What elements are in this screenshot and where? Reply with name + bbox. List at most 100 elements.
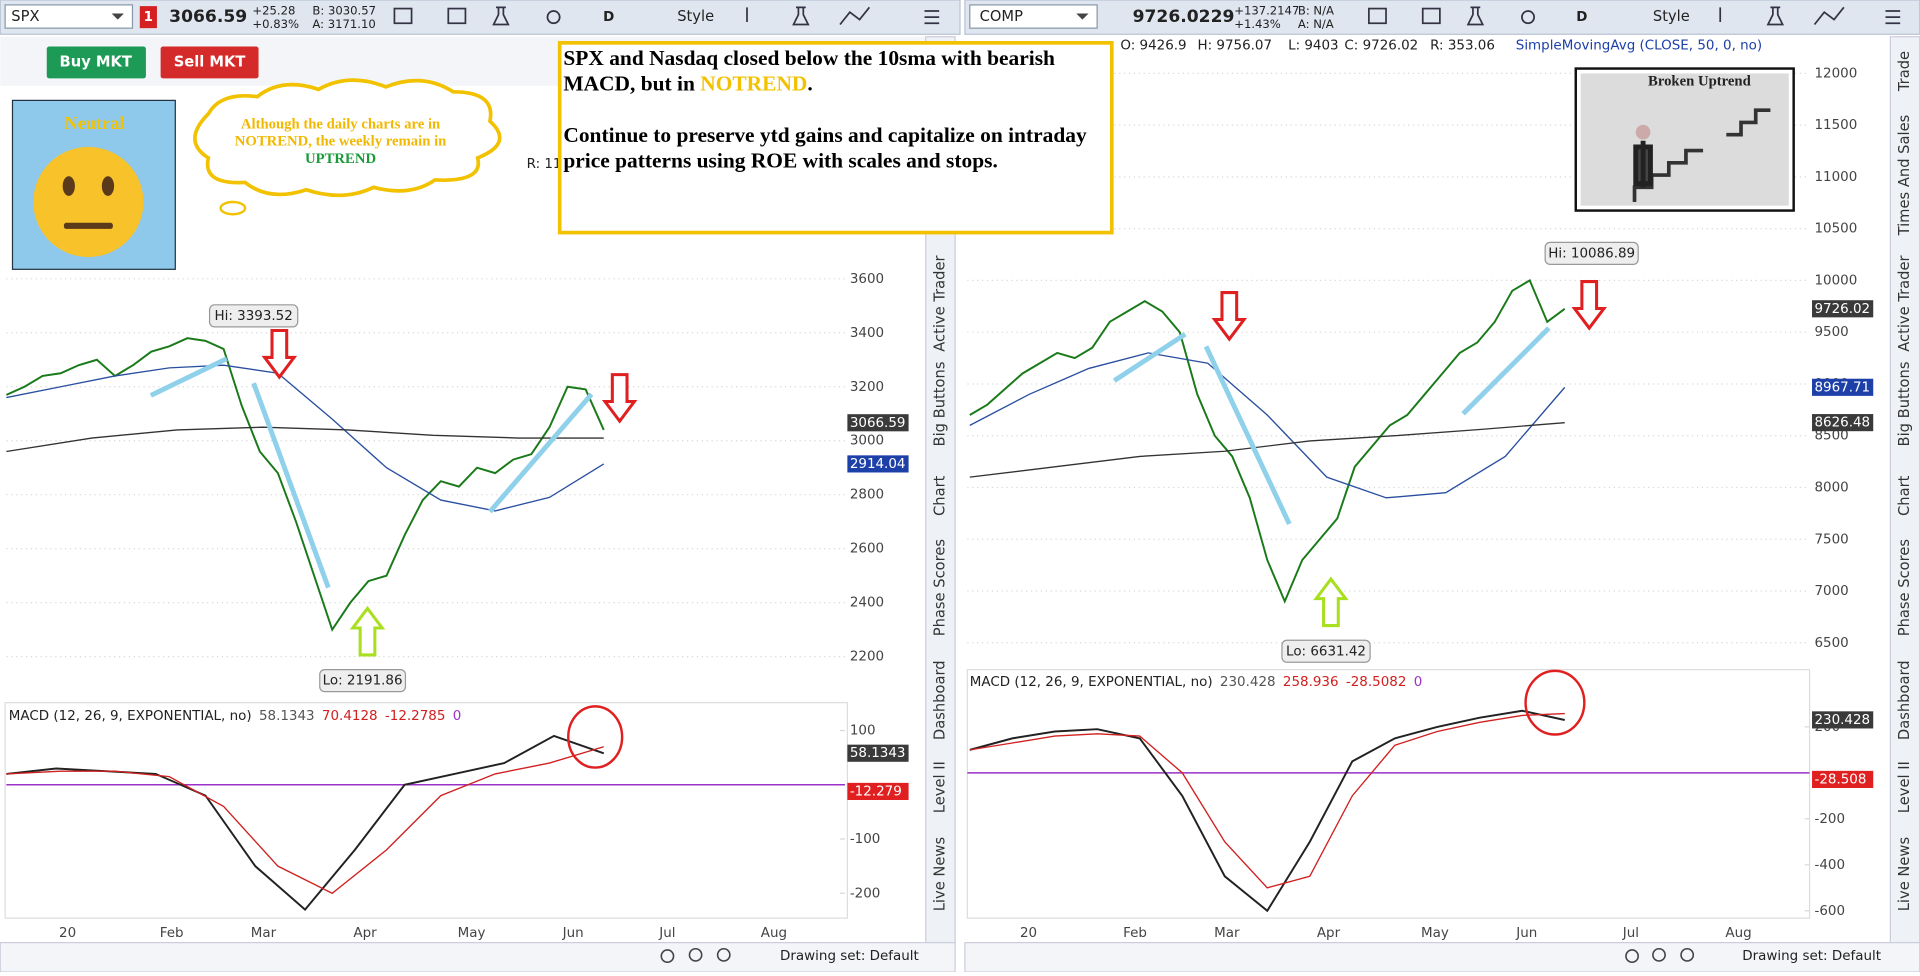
price-label-box: [847, 414, 909, 432]
high: H: 9756.07: [1197, 38, 1272, 53]
y-tick-label: 6500: [1814, 636, 1848, 651]
y-tick-label: 3600: [850, 272, 884, 287]
series-line: [969, 352, 1566, 499]
symbol-box[interactable]: [969, 4, 1098, 29]
x-tick-label: Jun: [562, 926, 584, 941]
bottom-bar: [0, 942, 956, 973]
price-label-box: [1812, 711, 1874, 729]
y-tick-label: 2800: [850, 488, 884, 503]
price-label: 230.428: [1814, 713, 1870, 728]
price-label: 8967.71: [1814, 380, 1870, 395]
symbol-box[interactable]: [4, 4, 134, 29]
y-tick-label: 100: [850, 724, 876, 739]
y-tick-label: 11000: [1814, 170, 1857, 185]
low-label: Lo: 6631.42: [1286, 644, 1366, 659]
cloud: [193, 78, 502, 198]
price-label: 3066.59: [850, 416, 906, 431]
open: O: 9426.9: [1120, 38, 1186, 53]
side-tab[interactable]: Chart: [1896, 475, 1913, 516]
y-tick-label: -200: [850, 886, 881, 901]
buy-label[interactable]: Buy MKT: [60, 53, 132, 70]
style-menu[interactable]: Style: [677, 8, 714, 25]
image-caption: Broken Uptrend: [1648, 73, 1751, 89]
zoom-icons[interactable]: [660, 947, 1695, 964]
badge: [139, 6, 157, 29]
side-tab[interactable]: Live News: [1896, 837, 1913, 911]
y-tick-label: -400: [1814, 858, 1845, 873]
note-text: SPX and Nasdaq closed below the 10sma wi…: [563, 45, 1055, 96]
price-label-box: [1812, 300, 1874, 318]
percent-change: +1.43%: [1234, 17, 1281, 31]
note-highlight: NOTREND: [700, 71, 808, 96]
side-tab[interactable]: Chart: [931, 475, 948, 516]
x-tick-label: Apr: [1317, 926, 1341, 941]
image-stairs: [1632, 108, 1771, 202]
highlight-circles: [567, 669, 1586, 769]
series-line: [6, 364, 605, 512]
x-tick-label: Apr: [353, 926, 377, 941]
percent-change: +0.83%: [252, 17, 299, 31]
side-tab[interactable]: Live News: [931, 837, 948, 911]
x-tick-label: Aug: [1725, 926, 1751, 941]
study-header: 58.1343: [259, 709, 315, 724]
toolbar: [964, 0, 1920, 35]
y-tick-label: 3400: [850, 326, 884, 341]
y-tick-label: -100: [850, 832, 881, 847]
x-tick-label: May: [1421, 926, 1449, 941]
y-tick-label: 2400: [850, 596, 884, 611]
side-tab[interactable]: Active Trader: [1896, 254, 1913, 351]
cloud-highlight: UPTREND: [305, 149, 377, 167]
image-figure: [1633, 140, 1653, 188]
side-tab[interactable]: Phase Scores: [931, 539, 948, 636]
y-tick-label: 12000: [1814, 66, 1857, 81]
sell-button[interactable]: [160, 46, 259, 79]
side-tab[interactable]: Times And Sales: [1896, 115, 1913, 237]
drawing-set[interactable]: Drawing set: Default: [1742, 949, 1881, 964]
last-price: 3066.59: [169, 7, 247, 27]
cloud-bubble: [219, 200, 247, 216]
side-tabs: [1889, 36, 1920, 944]
y-tick-label: 3200: [850, 380, 884, 395]
sell-label[interactable]: Sell MKT: [174, 53, 246, 70]
side-tab[interactable]: Active Trader: [931, 254, 948, 351]
price-label-box: [1812, 378, 1874, 396]
side-tab[interactable]: Big Buttons: [931, 361, 948, 446]
side-tab[interactable]: Dashboard: [931, 660, 948, 740]
side-tab[interactable]: Dashboard: [1896, 660, 1913, 740]
series-line: [969, 712, 1565, 889]
side-tab[interactable]: Trade: [1896, 51, 1913, 92]
study-header: MACD (12, 26, 9, EXPONENTIAL, no): [970, 675, 1213, 690]
y-tick-label: 2600: [850, 542, 884, 557]
study-header: 258.936: [1283, 675, 1339, 690]
buy-button[interactable]: [46, 46, 146, 79]
style-menu[interactable]: Style: [1653, 8, 1690, 25]
x-tick-label: Jul: [658, 926, 675, 941]
last-price: 9726.0229: [1133, 7, 1235, 27]
drawing-set[interactable]: Drawing set: Default: [780, 949, 919, 964]
cloud-text: Although the daily charts are in NOTREND…: [234, 115, 447, 150]
x-tick-label: Mar: [251, 926, 277, 941]
side-tab[interactable]: Level II: [1896, 761, 1913, 813]
y-tick-label: 2200: [850, 650, 884, 665]
note-box: [557, 41, 1114, 235]
x-tick-label: May: [458, 926, 486, 941]
ask: A: N/A: [1298, 17, 1334, 31]
price-label: 58.1343: [850, 746, 906, 761]
x-tick-label: Aug: [761, 926, 787, 941]
toolbar-icons[interactable]: [393, 6, 1901, 26]
side-tab[interactable]: Big Buttons: [1896, 361, 1913, 446]
side-tab[interactable]: Phase Scores: [1896, 539, 1913, 636]
period[interactable]: D: [603, 10, 614, 25]
note-text: Continue to preserve ytd gains and capit…: [563, 122, 1087, 173]
x-tick-label: Jun: [1515, 926, 1537, 941]
x-tick-label: Feb: [1123, 926, 1147, 941]
side-tab[interactable]: Level II: [931, 761, 948, 813]
period[interactable]: D: [1576, 10, 1587, 25]
badge-text: 1: [144, 10, 153, 25]
bottom-bar: [964, 942, 1920, 973]
study-header: 0: [1414, 675, 1423, 690]
cloud-text: Although the daily charts are in NOTREND…: [234, 115, 447, 167]
price-label: 9726.02: [1814, 302, 1870, 317]
series-line: [6, 746, 604, 895]
neutral-emoji: [33, 146, 144, 258]
